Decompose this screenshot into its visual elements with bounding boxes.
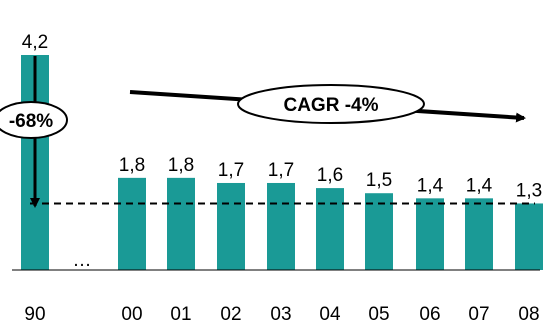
value-label-01: 1,8 [168, 155, 194, 176]
gap-ellipsis: … [73, 250, 92, 271]
value-label-08: 1,3 [516, 180, 542, 201]
category-label-02: 02 [220, 304, 241, 325]
category-label-05: 05 [368, 304, 389, 325]
cagr-annotation-bubble [237, 84, 425, 124]
cagr-annotation-text: CAGR -4% [283, 95, 378, 116]
bar-08 [515, 203, 543, 270]
category-label-00: 00 [121, 304, 142, 325]
bar-05 [365, 193, 393, 270]
value-labels-group: 4,2 1,8 1,8 1,7 1,7 1,6 1,5 1,4 1,4 1,3 [22, 32, 542, 201]
category-label-06: 06 [419, 304, 440, 325]
category-label-07: 07 [468, 304, 489, 325]
bar-00 [118, 177, 146, 270]
bars-group [21, 55, 543, 270]
category-label-08: 08 [518, 304, 539, 325]
value-label-07: 1,4 [466, 175, 493, 196]
bar-02 [217, 182, 245, 270]
bar-07 [465, 198, 493, 270]
category-label-03: 03 [270, 304, 291, 325]
bar-04 [316, 188, 344, 270]
category-label-90: 90 [24, 304, 45, 325]
value-label-06: 1,4 [417, 175, 444, 196]
category-label-04: 04 [319, 304, 341, 325]
value-label-03: 1,7 [268, 160, 294, 181]
drop-annotation-bubble [0, 101, 68, 139]
category-labels-group: 90 00 01 02 03 04 05 06 07 08 [24, 304, 539, 325]
value-label-02: 1,7 [218, 160, 244, 181]
value-label-90: 4,2 [22, 32, 48, 53]
bar-03 [267, 182, 295, 270]
bar-01 [167, 177, 195, 270]
value-label-00: 1,8 [119, 155, 145, 176]
value-label-05: 1,5 [366, 170, 392, 191]
drop-annotation-text: -68% [9, 111, 53, 132]
bar-06 [416, 198, 444, 270]
value-label-04: 1,6 [317, 165, 343, 186]
category-label-01: 01 [170, 304, 191, 325]
